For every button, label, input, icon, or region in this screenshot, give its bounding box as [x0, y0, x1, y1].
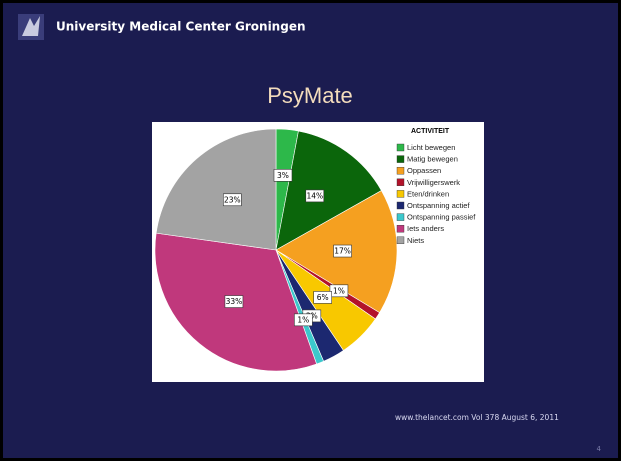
legend-swatch: [396, 190, 405, 198]
data-label-box: [223, 193, 242, 207]
data-label-box: [333, 244, 352, 258]
data-label: 17%: [334, 247, 351, 256]
data-label: 33%: [226, 297, 243, 306]
data-label: 14%: [306, 191, 323, 200]
legend-swatch: [396, 143, 405, 152]
data-label: 1%: [297, 315, 309, 324]
legend-swatch: [396, 155, 405, 163]
legend-label: Oppassen: [407, 166, 441, 175]
data-label: 23%: [224, 195, 241, 204]
logo: [18, 14, 44, 40]
institution: University Medical Center Groningen: [56, 20, 306, 34]
legend-label: Eten/drinken: [407, 189, 449, 198]
source: www.thelancet.com Vol 378 August 6, 2011: [395, 413, 559, 422]
data-label-box: [294, 313, 313, 327]
legend-swatch: [396, 166, 405, 175]
data-label-box: [305, 189, 325, 203]
data-label-box: [329, 284, 349, 298]
data-label-box: [224, 295, 244, 308]
page-number: 4: [597, 445, 602, 453]
legend-swatch: [396, 236, 405, 245]
legend-swatch: [396, 201, 405, 210]
legend-label: Matig bewegen: [407, 155, 458, 164]
legend-swatch: [396, 224, 405, 233]
legend-label: Ontspanning actief: [407, 201, 470, 210]
data-label-box: [313, 291, 332, 304]
data-label: 3%: [277, 171, 289, 180]
legend-swatch: [396, 178, 405, 187]
slide-title: PsyMate: [267, 83, 353, 108]
legend-title: ACTIVITEIT: [411, 128, 450, 135]
data-label-box: [273, 169, 293, 182]
legend-swatch: [396, 213, 405, 221]
legend-label: Ontspanning passief: [407, 213, 476, 222]
pie-slice: [155, 128, 277, 251]
legend-label: Niets: [407, 236, 424, 245]
pie-slice: [275, 130, 382, 251]
data-label: 1%: [333, 286, 345, 295]
legend-label: Iets anders: [407, 224, 444, 233]
data-label: 6%: [317, 293, 329, 302]
legend-label: Vrijwilligerswerk: [407, 178, 460, 187]
legend-label: Licht bewegen: [407, 143, 455, 152]
